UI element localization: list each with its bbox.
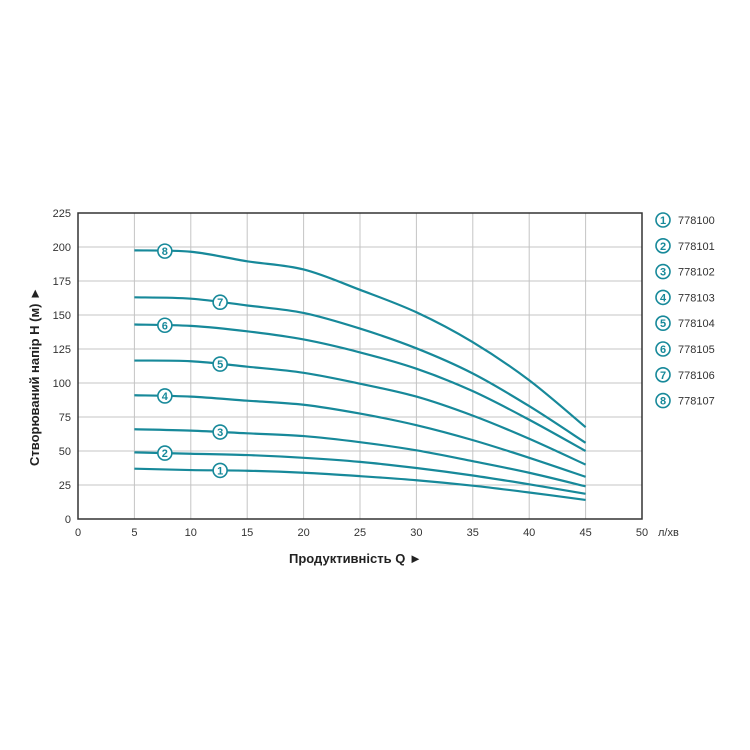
y-tick-label: 100	[53, 378, 71, 390]
curve-marker-number: 3	[217, 427, 223, 439]
x-tick-label: 30	[410, 527, 422, 539]
x-tick-label: 15	[241, 527, 253, 539]
legend: 1 778100 2 778101 3 778102 4 778103 5 778104 6 7781…	[655, 212, 715, 409]
x-tick-labels: 0 5 10 15 20 25 30 35 40 45 50	[75, 527, 648, 539]
legend-marker-circle	[655, 212, 671, 228]
curve-marker-circle	[212, 356, 228, 372]
curve-778106	[134, 296, 587, 444]
legend-marker-number: 8	[660, 396, 666, 408]
curve-marker-circle	[212, 424, 228, 440]
legend-item: 8 778107	[655, 392, 715, 409]
curve-marker-number: 1	[217, 465, 223, 477]
curve-marker-number: 6	[162, 320, 168, 332]
curve-778101	[134, 451, 586, 495]
legend-label: 778105	[678, 344, 715, 356]
curve-778104	[134, 359, 587, 466]
x-tick-label: 35	[467, 527, 479, 539]
curve-labels: 1 2 3 4 5 6 7 8	[157, 243, 228, 479]
curve-marker-number: 4	[162, 391, 169, 403]
legend-marker-number: 4	[660, 292, 667, 304]
x-tick-label: 45	[579, 527, 591, 539]
legend-label: 778100	[678, 215, 715, 227]
legend-marker-circle	[655, 289, 671, 306]
y-tick-label: 75	[59, 412, 71, 424]
y-tick-label: 175	[53, 276, 71, 288]
curve-marker-number: 8	[162, 246, 168, 258]
legend-item: 4 778103	[655, 289, 715, 306]
curve-778107	[134, 249, 587, 429]
grid	[77, 212, 643, 520]
legend-item: 5 778104	[655, 315, 715, 332]
y-tick-labels: 0 25 50 75 100 125 150 175 200 225	[53, 208, 71, 526]
legend-marker-circle	[655, 315, 671, 332]
y-axis-title: Створюваний напір H (м) ►	[27, 287, 42, 466]
legend-marker-circle	[655, 341, 671, 357]
curve-marker-number: 2	[162, 448, 168, 460]
curve-marker-circle	[212, 462, 228, 479]
y-tick-label: 125	[53, 344, 71, 356]
y-tick-label: 50	[59, 446, 71, 458]
x-tick-label: 0	[75, 527, 81, 539]
x-tick-label: 5	[131, 527, 137, 539]
legend-item: 7 778106	[655, 366, 715, 383]
plot-frame	[77, 212, 643, 520]
x-tick-label: 10	[185, 527, 197, 539]
y-tick-label: 25	[59, 480, 71, 492]
legend-marker-number: 1	[660, 215, 666, 227]
curve-marker-circle	[212, 294, 228, 311]
curve-marker-circle	[157, 445, 173, 461]
legend-marker-number: 3	[660, 267, 666, 279]
x-axis-title: Продуктивність Q ►	[289, 551, 422, 566]
legend-label: 778102	[678, 267, 715, 279]
legend-item: 6 778105	[655, 341, 715, 357]
legend-marker-circle	[655, 263, 671, 280]
curve-marker-number: 5	[217, 359, 223, 371]
legend-marker-number: 7	[660, 370, 666, 382]
curve-marker-number: 7	[217, 297, 223, 309]
legend-marker-circle	[655, 392, 671, 409]
curve-marker-circle	[157, 317, 173, 334]
y-tick-label: 0	[65, 514, 71, 526]
x-unit-label: л/хв	[658, 527, 679, 539]
curve-778105	[134, 323, 587, 452]
legend-item: 3 778102	[655, 263, 715, 280]
x-tick-label: 40	[523, 527, 535, 539]
y-tick-label: 225	[53, 208, 71, 220]
curve-marker-circle	[157, 243, 173, 259]
curve-778100	[134, 467, 586, 502]
legend-marker-circle	[655, 366, 671, 383]
legend-label: 778103	[678, 292, 715, 304]
legend-item: 1 778100	[655, 212, 715, 228]
y-tick-label: 150	[53, 310, 71, 322]
legend-marker-number: 5	[660, 318, 666, 330]
x-tick-label: 25	[354, 527, 366, 539]
x-tick-label: 20	[297, 527, 309, 539]
legend-marker-number: 6	[660, 344, 666, 356]
y-tick-label: 200	[53, 242, 71, 254]
legend-label: 778106	[678, 370, 715, 382]
curve-marker-circle	[157, 388, 173, 404]
curve-778102	[134, 428, 586, 488]
curve-778103	[134, 394, 586, 478]
legend-label: 778104	[678, 318, 715, 330]
legend-marker-circle	[655, 238, 671, 254]
legend-label: 778107	[678, 396, 715, 408]
x-tick-label: 50	[636, 527, 648, 539]
curves	[134, 249, 587, 502]
legend-item: 2 778101	[655, 238, 715, 254]
legend-marker-number: 2	[660, 241, 666, 253]
legend-label: 778101	[678, 241, 715, 253]
